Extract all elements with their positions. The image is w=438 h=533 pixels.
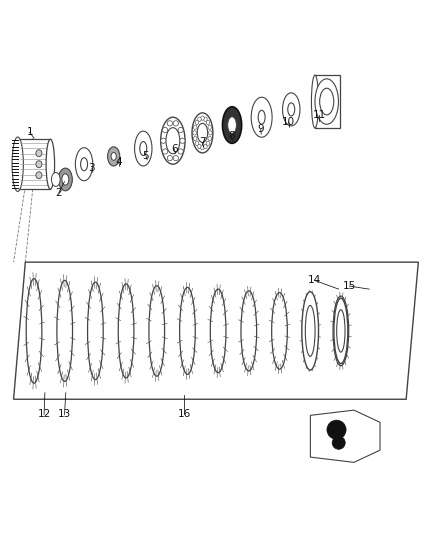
Text: 11: 11 — [312, 110, 326, 120]
Ellipse shape — [162, 149, 168, 154]
Ellipse shape — [180, 138, 185, 143]
Text: 6: 6 — [171, 144, 177, 154]
Ellipse shape — [332, 436, 345, 449]
Ellipse shape — [327, 420, 346, 439]
Ellipse shape — [173, 121, 178, 126]
Polygon shape — [14, 262, 418, 399]
Text: 5: 5 — [143, 150, 149, 160]
Ellipse shape — [333, 296, 349, 366]
Ellipse shape — [46, 139, 55, 189]
Ellipse shape — [81, 158, 88, 171]
Ellipse shape — [311, 75, 318, 128]
Ellipse shape — [167, 156, 173, 161]
Ellipse shape — [36, 172, 42, 179]
Ellipse shape — [12, 137, 23, 191]
Text: 2: 2 — [56, 188, 62, 198]
Ellipse shape — [167, 121, 173, 126]
Text: 13: 13 — [58, 409, 71, 419]
Ellipse shape — [315, 79, 339, 124]
Ellipse shape — [111, 152, 116, 160]
Ellipse shape — [178, 127, 183, 133]
Ellipse shape — [305, 305, 315, 357]
Ellipse shape — [140, 142, 147, 156]
Ellipse shape — [251, 97, 272, 137]
Text: 7: 7 — [199, 138, 206, 148]
Ellipse shape — [334, 298, 348, 364]
Ellipse shape — [208, 131, 212, 135]
Ellipse shape — [26, 279, 42, 383]
Ellipse shape — [36, 161, 42, 168]
Ellipse shape — [88, 282, 103, 379]
Ellipse shape — [161, 117, 185, 164]
Text: 8: 8 — [228, 131, 234, 141]
Ellipse shape — [166, 128, 180, 154]
Ellipse shape — [194, 136, 197, 141]
Text: 16: 16 — [177, 409, 191, 419]
Polygon shape — [18, 139, 50, 189]
Text: 15: 15 — [343, 281, 356, 291]
Ellipse shape — [320, 88, 334, 115]
Ellipse shape — [201, 116, 204, 120]
Ellipse shape — [118, 284, 134, 378]
Ellipse shape — [57, 280, 73, 382]
Ellipse shape — [51, 173, 60, 187]
Ellipse shape — [161, 138, 166, 143]
Ellipse shape — [241, 291, 257, 371]
Text: 4: 4 — [116, 157, 122, 167]
Ellipse shape — [180, 287, 195, 375]
Ellipse shape — [223, 107, 242, 143]
Ellipse shape — [197, 123, 208, 142]
Ellipse shape — [194, 125, 197, 130]
Ellipse shape — [206, 120, 210, 125]
Text: 3: 3 — [88, 163, 95, 173]
Ellipse shape — [149, 286, 165, 376]
Ellipse shape — [173, 156, 178, 161]
Text: 14: 14 — [308, 276, 321, 286]
Ellipse shape — [75, 148, 93, 181]
Ellipse shape — [198, 144, 201, 149]
Ellipse shape — [193, 131, 196, 135]
Ellipse shape — [206, 141, 210, 146]
Ellipse shape — [192, 113, 213, 153]
Ellipse shape — [228, 117, 237, 133]
Ellipse shape — [204, 117, 207, 122]
Ellipse shape — [258, 110, 265, 124]
Ellipse shape — [58, 168, 72, 191]
Text: 1: 1 — [26, 127, 33, 138]
Ellipse shape — [302, 292, 318, 370]
Ellipse shape — [204, 144, 207, 149]
Text: 10: 10 — [282, 117, 295, 127]
Ellipse shape — [302, 294, 318, 367]
Ellipse shape — [36, 150, 42, 157]
Ellipse shape — [201, 146, 204, 150]
Text: 9: 9 — [258, 124, 264, 134]
Ellipse shape — [162, 127, 168, 133]
Ellipse shape — [134, 131, 152, 166]
Text: 12: 12 — [37, 409, 51, 419]
Ellipse shape — [283, 93, 300, 126]
Ellipse shape — [337, 310, 345, 352]
Ellipse shape — [195, 120, 199, 125]
Ellipse shape — [288, 103, 295, 116]
Ellipse shape — [208, 136, 212, 141]
Ellipse shape — [62, 174, 69, 185]
Ellipse shape — [108, 147, 120, 166]
Polygon shape — [315, 75, 340, 128]
Ellipse shape — [208, 125, 212, 130]
Ellipse shape — [198, 117, 201, 122]
Polygon shape — [311, 410, 380, 462]
Ellipse shape — [272, 293, 287, 369]
Ellipse shape — [210, 289, 226, 373]
Ellipse shape — [195, 141, 199, 146]
Ellipse shape — [178, 149, 183, 154]
